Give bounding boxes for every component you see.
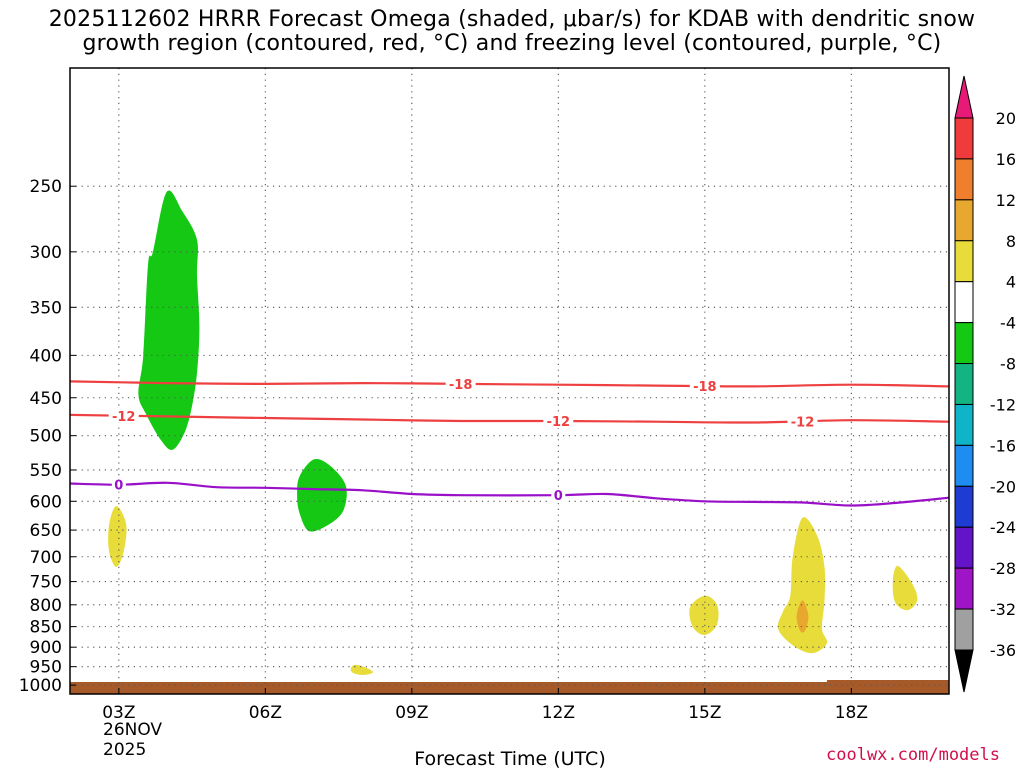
colorbar-swatch-8 bbox=[955, 445, 973, 486]
colorbar-label-7: -12 bbox=[990, 395, 1016, 414]
x-tick-label-06Z: 06Z bbox=[249, 703, 282, 723]
colorbar-swatch-7 bbox=[955, 404, 973, 445]
colorbar-label-13: -36 bbox=[990, 641, 1016, 660]
dgz-top-line bbox=[70, 381, 949, 386]
colorbar-swatch-1 bbox=[955, 159, 973, 200]
colorbar-label-1: 16 bbox=[996, 150, 1016, 169]
y-tick-label-800: 800 bbox=[30, 596, 62, 616]
y-tick-label-300: 300 bbox=[30, 243, 62, 263]
colorbar-label-10: -24 bbox=[990, 518, 1016, 537]
colorbar-swatch-3 bbox=[955, 241, 973, 282]
x-tick-label-18Z: 18Z bbox=[835, 703, 868, 723]
colorbar-swatch-10 bbox=[955, 527, 973, 568]
omega-shaded-regions bbox=[108, 190, 917, 674]
colorbar-swatch-12 bbox=[955, 609, 973, 650]
dgz-bottom-label-1: -12 bbox=[547, 415, 571, 430]
sinking-1700 bbox=[778, 517, 827, 653]
colorbar-swatch-6 bbox=[955, 364, 973, 405]
x-axis-label: Forecast Time (UTC) bbox=[414, 748, 605, 768]
x-tick-label-12Z: 12Z bbox=[542, 703, 575, 723]
colorbar-swatch-9 bbox=[955, 486, 973, 527]
colorbar-top-arrow bbox=[955, 76, 973, 118]
colorbar-swatch-2 bbox=[955, 200, 973, 241]
dgz-top-label-0: -18 bbox=[449, 378, 473, 393]
colorbar-label-0: 20 bbox=[996, 109, 1016, 128]
date-label-day: 26NOV bbox=[103, 720, 162, 740]
y-tick-label-500: 500 bbox=[30, 427, 62, 447]
pressure-axis: 2503003504004505005506006507007508008509… bbox=[19, 177, 76, 696]
colorbar-swatch-11 bbox=[955, 568, 973, 609]
colorbar-label-6: -8 bbox=[1000, 355, 1016, 374]
y-tick-label-1000: 1000 bbox=[19, 676, 62, 696]
dgz-top-label-1: -18 bbox=[693, 380, 717, 395]
freezing-level-label-0: 0 bbox=[114, 479, 123, 494]
y-tick-label-250: 250 bbox=[30, 177, 62, 197]
y-tick-label-750: 750 bbox=[30, 573, 62, 593]
dgz-bottom-label-0: -12 bbox=[112, 410, 136, 425]
y-tick-label-650: 650 bbox=[30, 521, 62, 541]
omega-colorbar: 20 16 12 8 4 -4 -8 -12 -16 -20 -24 -28 -32 -36 bbox=[955, 76, 1016, 692]
colorbar-label-3: 8 bbox=[1006, 232, 1016, 251]
sinking-1500 bbox=[689, 596, 718, 635]
y-tick-label-350: 350 bbox=[30, 298, 62, 318]
dgz-bottom-label-2: -12 bbox=[791, 415, 815, 430]
freezing-level-label-1: 0 bbox=[554, 489, 563, 504]
y-tick-label-400: 400 bbox=[30, 346, 62, 366]
upward-motion-midlevel bbox=[297, 459, 347, 532]
y-tick-label-950: 950 bbox=[30, 658, 62, 678]
colorbar-label-11: -28 bbox=[990, 559, 1016, 578]
freezing-level-line bbox=[70, 483, 949, 506]
colorbar-label-12: -32 bbox=[990, 600, 1016, 619]
y-tick-label-450: 450 bbox=[30, 389, 62, 409]
colorbar-bottom-arrow bbox=[955, 650, 973, 692]
sinking-0300 bbox=[108, 506, 126, 567]
colorbar-swatch-4 bbox=[955, 282, 973, 323]
colorbar-label-8: -16 bbox=[990, 436, 1016, 455]
colorbar-label-2: 12 bbox=[996, 191, 1016, 210]
date-label-year: 2025 bbox=[103, 740, 146, 760]
colorbar-label-5: -4 bbox=[1000, 314, 1016, 333]
colorbar-label-9: -20 bbox=[990, 477, 1016, 496]
y-tick-label-600: 600 bbox=[30, 492, 62, 512]
colorbar-swatch-0 bbox=[955, 118, 973, 159]
omega-time-height-chart: -18 -18 -12 -12 -12 0 0 250 300 350 400 450 500 550 6… bbox=[0, 0, 1024, 768]
terrain-bar bbox=[70, 680, 949, 694]
isotherm-contours: -18 -18 -12 -12 -12 0 0 bbox=[70, 377, 949, 506]
y-tick-label-700: 700 bbox=[30, 548, 62, 568]
credit-text: coolwx.com/models bbox=[826, 745, 1000, 765]
x-tick-label-15Z: 15Z bbox=[688, 703, 721, 723]
sinking-1900 bbox=[893, 566, 918, 610]
x-tick-label-09Z: 09Z bbox=[395, 703, 428, 723]
sinking-0800 bbox=[351, 665, 373, 675]
terrain-surface-step bbox=[827, 680, 949, 683]
colorbar-label-4: 4 bbox=[1006, 273, 1016, 292]
upward-motion-upper-left bbox=[138, 190, 199, 450]
y-tick-label-550: 550 bbox=[30, 461, 62, 481]
y-tick-label-850: 850 bbox=[30, 618, 62, 638]
terrain-surface bbox=[70, 682, 949, 694]
colorbar-swatch-5 bbox=[955, 323, 973, 364]
y-tick-label-900: 900 bbox=[30, 638, 62, 658]
